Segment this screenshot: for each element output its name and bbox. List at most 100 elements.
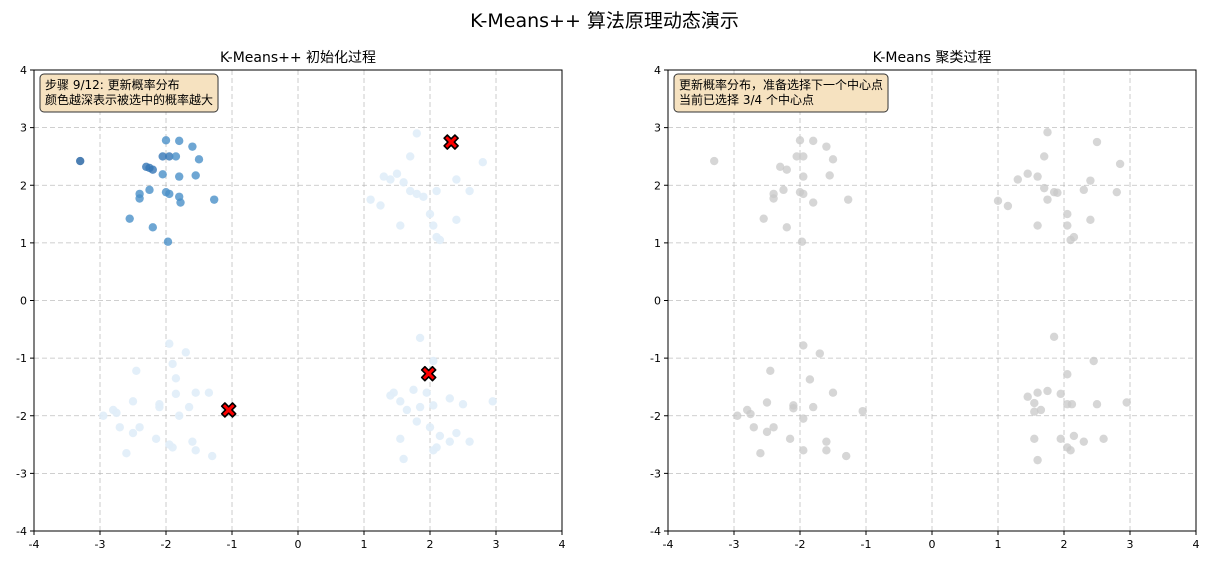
data-point-gray: [809, 402, 818, 412]
x-tick-label: 0: [929, 538, 936, 551]
data-point-gray: [766, 366, 775, 376]
data-point-gray: [1086, 176, 1095, 185]
data-point-gray: [828, 155, 838, 164]
data-point-gray: [1069, 431, 1079, 441]
data-point-faint: [452, 175, 461, 184]
data-point-faint: [99, 411, 108, 420]
data-point-gray: [1030, 407, 1039, 416]
data-point-gray: [1067, 400, 1077, 409]
y-tick-label: -2: [650, 410, 661, 423]
data-point-gray: [1079, 185, 1089, 195]
data-point-faint: [168, 443, 177, 452]
y-tick-label: 3: [654, 122, 661, 135]
data-point-probability: [148, 223, 157, 232]
data-point-faint: [386, 391, 395, 400]
data-point-faint: [435, 431, 445, 441]
data-point-faint: [204, 388, 214, 397]
data-point-gray: [710, 156, 719, 166]
data-point-faint: [432, 186, 441, 196]
data-point-gray: [842, 451, 851, 461]
annotation-text: 颜色越深表示被选中的概率越大: [45, 92, 213, 107]
data-point-gray: [1092, 400, 1102, 409]
data-point-faint: [386, 175, 395, 184]
data-point-faint: [208, 451, 217, 461]
data-point-gray: [843, 195, 853, 204]
data-point-probability: [176, 198, 185, 207]
data-point-faint: [175, 411, 184, 420]
data-point-gray: [828, 388, 838, 397]
y-tick-label: -1: [16, 352, 27, 365]
y-tick-label: -4: [650, 525, 661, 538]
annotation-text: 更新概率分布，准备选择下一个中心点: [679, 77, 883, 92]
data-point-gray: [822, 446, 831, 455]
data-point-gray: [1033, 388, 1042, 397]
data-point-faint: [396, 221, 405, 230]
data-point-faint: [396, 434, 405, 443]
data-point-faint: [376, 201, 385, 210]
data-point-gray: [1063, 209, 1072, 219]
data-point-gray: [756, 449, 765, 458]
data-point-gray: [1040, 183, 1049, 193]
data-point-faint: [406, 186, 415, 196]
data-point-gray: [858, 406, 867, 416]
center-marker: [220, 402, 237, 418]
data-point-gray: [1049, 332, 1059, 342]
data-point-faint: [366, 195, 375, 204]
data-point-faint: [409, 385, 418, 395]
x-tick-label: -1: [227, 538, 238, 551]
data-point-gray: [785, 434, 795, 443]
data-point-gray: [1036, 405, 1046, 415]
left-plot-area: -4 -3 -2 -1 0 1 2 3 4 -4 -3 -2 -1 0 1 2 3 4 步骤 9/12: 更新概率分…: [16, 64, 565, 551]
data-point-faint: [429, 401, 438, 410]
data-point-faint: [406, 152, 415, 161]
data-point-faint: [399, 178, 408, 187]
data-point-probability: [188, 142, 197, 151]
data-point-gray: [769, 423, 778, 432]
data-point-faint: [191, 388, 200, 397]
data-point-gray: [746, 409, 755, 419]
data-point-probability: [175, 136, 184, 146]
data-point-faint: [396, 397, 405, 406]
data-point-faint: [402, 405, 412, 415]
data-point-gray: [797, 237, 807, 246]
data-point-faint: [155, 402, 164, 412]
data-point-faint: [412, 129, 421, 138]
data-point-gray: [795, 136, 805, 145]
data-point-gray: [759, 214, 768, 223]
data-point-faint: [465, 186, 474, 196]
data-point-gray: [779, 185, 788, 195]
data-point-gray: [822, 142, 831, 151]
annotation-box: [673, 73, 889, 113]
data-point-faint: [165, 339, 174, 348]
data-point-gray: [733, 411, 742, 420]
data-point-gray: [1122, 398, 1131, 407]
data-point-gray: [815, 349, 824, 358]
data-point-probability: [209, 195, 219, 204]
x-tick-label: 2: [1061, 538, 1068, 551]
y-tick-label: -4: [16, 525, 27, 538]
data-point-faint: [425, 209, 435, 219]
data-point-gray: [1066, 446, 1075, 455]
data-point-gray: [1023, 169, 1032, 178]
data-point-gray: [1056, 389, 1065, 399]
data-point-gray: [1033, 221, 1042, 230]
annotation-box: [39, 73, 219, 113]
x-tick-label: -3: [95, 538, 106, 551]
data-point-probability: [158, 152, 167, 161]
data-point-gray: [1089, 356, 1098, 366]
data-point-faint: [112, 408, 121, 418]
data-point-faint: [184, 402, 194, 412]
data-point-gray: [1043, 128, 1052, 137]
data-point-gray: [799, 414, 808, 423]
x-tick-label: 1: [361, 538, 368, 551]
y-tick-label: 1: [654, 237, 661, 250]
data-point-probability: [148, 165, 157, 174]
data-point-probability: [165, 152, 174, 161]
data-point-gray: [776, 162, 785, 172]
center-marker: [420, 365, 437, 382]
data-point-faint: [412, 417, 421, 426]
data-point-gray: [762, 398, 772, 407]
data-point-gray: [809, 136, 818, 146]
data-point-gray: [1063, 221, 1072, 230]
data-point-probability: [175, 172, 184, 181]
